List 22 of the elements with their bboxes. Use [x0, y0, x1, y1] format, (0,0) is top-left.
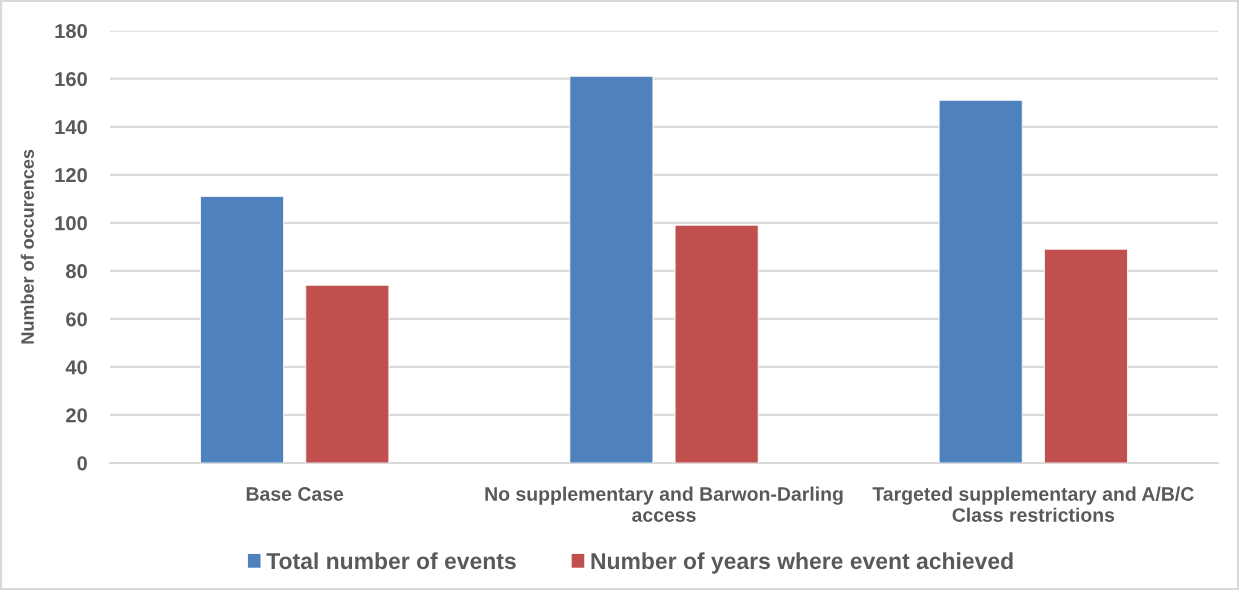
x-tick-label: No supplementary and Barwon-Darling access: [485, 486, 843, 522]
y-tick-label: 100: [55, 216, 87, 231]
bar: [1043, 248, 1128, 463]
y-tick-label: 0: [77, 456, 87, 471]
bar: [305, 284, 390, 463]
y-tick-label: 120: [55, 168, 87, 183]
bar: [569, 75, 654, 463]
bar: [674, 224, 759, 463]
y-tick-label: 140: [55, 120, 87, 135]
y-tick-label: 180: [55, 23, 87, 39]
bar: [200, 196, 285, 463]
legend-label: Number of years where event achieved: [591, 552, 1013, 574]
y-tick-label: 60: [66, 312, 87, 327]
y-tick-label: 20: [66, 408, 87, 423]
y-tick-label: 40: [65, 360, 87, 375]
y-tick-label: 80: [66, 264, 87, 279]
legend-label: Total number of events: [266, 552, 516, 570]
x-tick-label: Base Case: [246, 487, 344, 501]
y-axis-title: Number of occurences: [20, 149, 34, 344]
x-tick-label: Targeted supplementary and A/B/C Class restrictions: [872, 486, 1194, 522]
bar: [938, 99, 1023, 463]
y-tick-label: 160: [55, 71, 87, 87]
